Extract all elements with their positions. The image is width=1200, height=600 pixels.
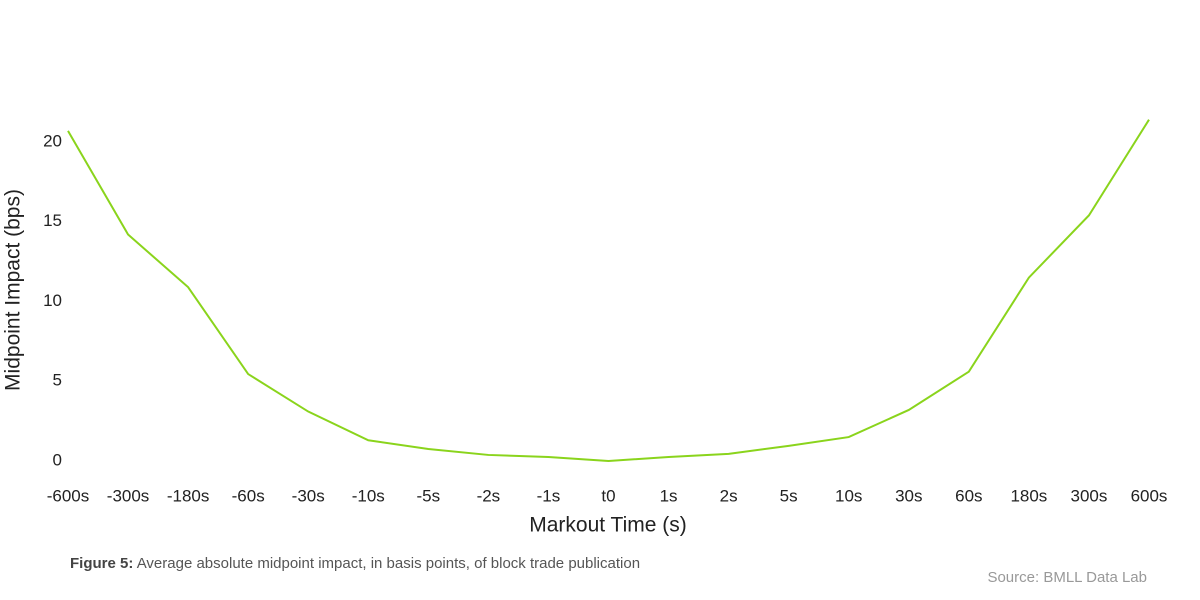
- x-tick-label: 180s: [1010, 486, 1047, 505]
- x-tick-label: 1s: [660, 486, 678, 505]
- x-axis-label: Markout Time (s): [529, 514, 687, 537]
- x-tick-label: -2s: [477, 486, 501, 505]
- x-tick-label: 300s: [1071, 486, 1108, 505]
- source: Source: BMLL Data Lab: [987, 569, 1147, 586]
- x-tick-label: 2s: [720, 486, 738, 505]
- x-tick-label: 600s: [1131, 486, 1168, 505]
- x-tick-label: -180s: [167, 486, 210, 505]
- x-tick-label: -5s: [417, 486, 441, 505]
- caption-text: Average absolute midpoint impact, in bas…: [137, 555, 640, 572]
- y-tick-label: 10: [43, 291, 62, 310]
- y-tick-label: 20: [43, 131, 62, 150]
- x-tick-label: 5s: [780, 486, 798, 505]
- x-tick-label: -10s: [352, 486, 385, 505]
- caption-label: Figure 5:: [70, 555, 133, 572]
- x-tick-label: 10s: [835, 486, 862, 505]
- x-tick-label: -60s: [232, 486, 265, 505]
- line: [67, 119, 1150, 463]
- y-tick-label: 0: [53, 450, 62, 469]
- x-tick-label: 60s: [955, 486, 982, 505]
- y-tick-label: 15: [43, 211, 62, 230]
- x-tick-label: 30s: [895, 486, 922, 505]
- x-tick-label: -1s: [537, 486, 561, 505]
- x-tick-label: -300s: [107, 486, 150, 505]
- x-tick-label: t0: [601, 486, 615, 505]
- x-tick-label: -30s: [292, 486, 325, 505]
- caption: Figure 5: Average absolute midpoint impa…: [70, 555, 640, 572]
- y-axis-label: Midpoint Impact (bps): [2, 189, 25, 391]
- y-tick-label: 5: [53, 371, 62, 390]
- x-tick-label: -600s: [47, 486, 90, 505]
